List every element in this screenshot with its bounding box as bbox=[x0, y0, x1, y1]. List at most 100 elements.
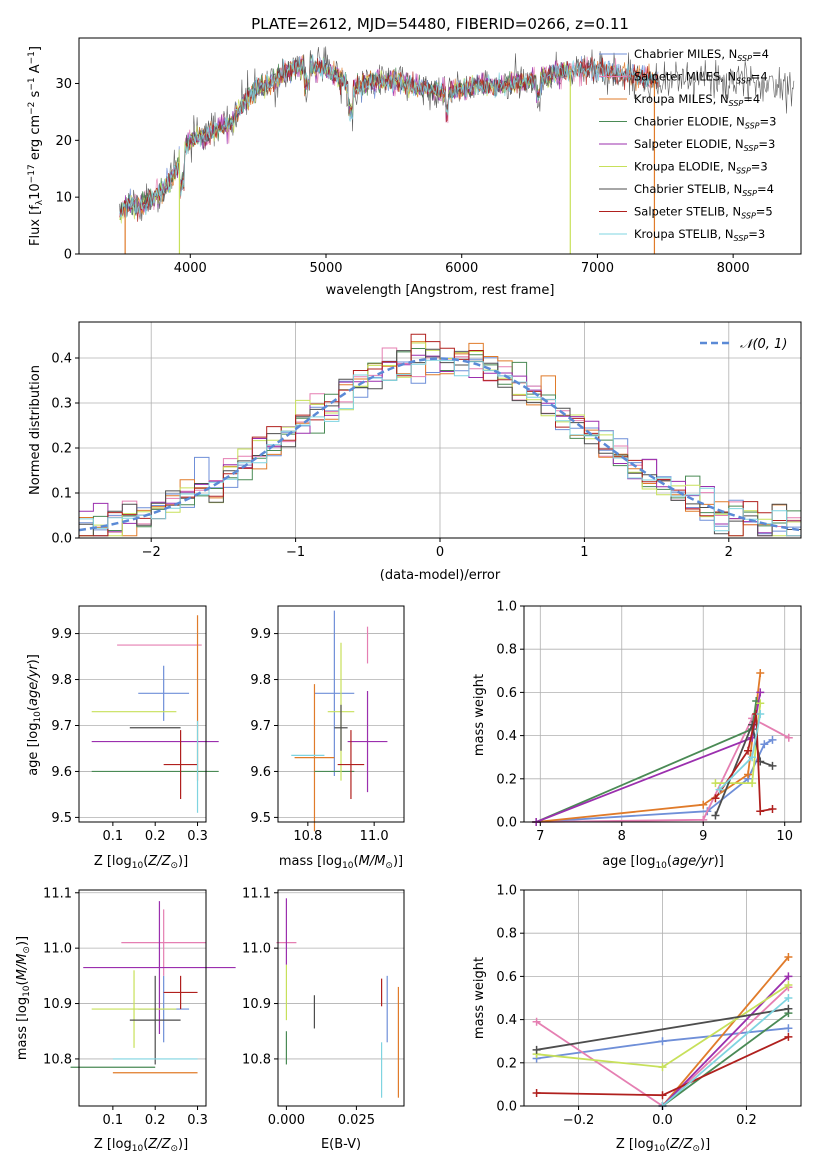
x-tick-label: 10 bbox=[776, 829, 793, 844]
ticks: 0.000 0.025 10.8 10.9 11.0 11.1 bbox=[242, 886, 375, 1128]
y-tick-label: 1.0 bbox=[496, 600, 517, 615]
kroupa_stelib-line bbox=[661, 997, 789, 1107]
kroupa_miles-marker bbox=[744, 770, 753, 779]
mass_vs_Z-panel: 0.1 0.2 0.3 10.8 10.9 11.0 11.1 bbox=[43, 886, 236, 1128]
chabrier_miles-marker bbox=[768, 735, 777, 744]
y-tick-label: 11.0 bbox=[43, 942, 72, 957]
x-tick-label: 4000 bbox=[174, 261, 207, 276]
age_vs_Z-panel: 0.1 0.2 0.3 9.5 9.6 9.7 9.8 9.9 bbox=[51, 605, 219, 844]
salpeter_elodie-line bbox=[535, 692, 762, 823]
y-tick-label: 0.8 bbox=[496, 643, 517, 658]
y-tick-label: 9.8 bbox=[51, 673, 72, 688]
parameter-panels: 0.1 0.2 0.3 9.5 9.6 9.7 9.8 9.9 10.8 11.0 9.5 9.6 9.… bbox=[43, 600, 802, 1129]
y-tick-label: 1.0 bbox=[496, 884, 517, 899]
x-tick-label: −0.2 bbox=[563, 1113, 595, 1128]
kroupa_stelib-marker bbox=[784, 994, 793, 1002]
legend-chabrier_stelib-label: Chabrier STELIB, NSSP=4 bbox=[634, 182, 774, 198]
legend-salpeter_miles-label: Salpeter MILES, NSSP=4 bbox=[634, 70, 768, 86]
y-tick-label: 9.6 bbox=[250, 765, 271, 780]
kroupa_elodie-marker bbox=[784, 981, 793, 990]
salpeter_elodie-marker bbox=[784, 972, 793, 981]
chabrier_miles-marker bbox=[658, 1037, 667, 1046]
legend-salpeter_elodie-label: Salpeter ELODIE, NSSP=3 bbox=[634, 137, 775, 153]
y-tick-label: 0.3 bbox=[51, 397, 72, 412]
grid bbox=[79, 633, 206, 818]
salpeter_stelib-marker bbox=[756, 807, 765, 816]
mass-vs-ebv-xlabel: E(B-V) bbox=[321, 1137, 361, 1152]
y-tick-label: 0.4 bbox=[51, 352, 72, 367]
age-vs-mass-xlabel: mass [log10(M/M⊙)] bbox=[279, 854, 403, 871]
legend-kroupa_elodie-label: Kroupa ELODIE, NSSP=3 bbox=[634, 160, 768, 176]
panel-frame bbox=[78, 605, 207, 823]
age-vs-Z-ylabel: age [log10(age/yr)] bbox=[26, 654, 43, 776]
y-tick-label: 0.4 bbox=[496, 729, 517, 744]
x-tick-label: 0.3 bbox=[187, 1113, 208, 1128]
kroupa_stelib-marker bbox=[756, 710, 765, 718]
y-tick-label: 9.8 bbox=[250, 673, 271, 688]
kroupa_stelib-marker bbox=[715, 785, 724, 794]
legend-chabrier_elodie-label: Chabrier ELODIE, NSSP=3 bbox=[634, 115, 776, 131]
x-tick-label: 0.2 bbox=[145, 829, 166, 844]
chabrier_stelib-marker bbox=[768, 761, 777, 770]
x-tick-label: 0.1 bbox=[103, 1113, 124, 1128]
y-tick-label: 0.8 bbox=[496, 927, 517, 942]
salpeter_stelib-marker bbox=[711, 794, 720, 803]
x-tick-label: 9 bbox=[699, 829, 707, 844]
ticks: 7 8 9 10 0.0 0.2 0.4 0.6 0.8 1.0 bbox=[496, 600, 793, 845]
y-tick-label: 9.7 bbox=[51, 719, 72, 734]
normal-curve bbox=[78, 357, 802, 532]
x-tick-label: 8000 bbox=[717, 261, 750, 276]
hist-salpeter_elodie-step bbox=[79, 351, 801, 534]
histogram-legend: 𝒩(0, 1) bbox=[700, 337, 787, 352]
y-tick-label: 0 bbox=[64, 248, 72, 263]
chabrier_elodie-line bbox=[661, 1012, 789, 1107]
kroupa_miles-marker bbox=[699, 800, 708, 809]
y-tick-label: 10.8 bbox=[242, 1052, 271, 1067]
salpeter_miles-line bbox=[536, 717, 790, 823]
weight-vs-age-xlabel: age [log10(age/yr)] bbox=[602, 854, 724, 871]
chabrier_stelib-marker bbox=[532, 1045, 541, 1054]
mass-vs-Z-ylabel: mass [log10(M/M⊙)] bbox=[15, 936, 32, 1060]
spectrum-frame bbox=[78, 37, 802, 255]
salpeter_stelib-marker bbox=[744, 746, 753, 755]
grid bbox=[524, 889, 801, 1107]
panel-frame bbox=[277, 889, 405, 1107]
y-tick-label: 20 bbox=[55, 134, 72, 149]
mass-vs-Z-xlabel: Z [log10(Z/Z⊙)] bbox=[94, 1137, 188, 1154]
x-tick-label: 0.025 bbox=[338, 1113, 375, 1128]
salpeter_stelib-marker bbox=[784, 1032, 793, 1041]
salpeter_miles-marker bbox=[784, 733, 793, 742]
y-tick-label: 9.5 bbox=[250, 811, 271, 826]
x-tick-label: 0.0 bbox=[652, 1113, 673, 1128]
hist-kroupa_stelib-step bbox=[79, 359, 801, 537]
y-tick-label: 0.2 bbox=[51, 442, 72, 457]
x-tick-label: 1 bbox=[580, 545, 588, 560]
kroupa_miles-marker bbox=[756, 668, 765, 677]
kroupa_stelib-marker bbox=[748, 753, 757, 762]
marks bbox=[532, 952, 793, 1110]
legend-salpeter_stelib-label: Salpeter STELIB, NSSP=5 bbox=[634, 205, 773, 221]
y-tick-label: 0.0 bbox=[51, 532, 72, 547]
chabrier_stelib-line bbox=[536, 1007, 789, 1051]
histogram-xlabel: (data-model)/error bbox=[380, 568, 501, 583]
x-tick-label: −2 bbox=[142, 545, 161, 560]
y-tick-label: 0.0 bbox=[496, 816, 517, 831]
ticks: −0.2 0.0 0.2 0.0 0.2 0.4 0.6 0.8 1.0 bbox=[496, 884, 756, 1129]
y-tick-label: 11.1 bbox=[242, 886, 271, 901]
marks bbox=[91, 615, 219, 813]
marks bbox=[276, 898, 399, 1098]
chabrier_stelib-marker bbox=[784, 1004, 793, 1013]
x-tick-label: −1 bbox=[286, 545, 305, 560]
salpeter_elodie-marker bbox=[756, 688, 765, 697]
chabrier_stelib-line bbox=[714, 721, 773, 816]
x-tick-label: 5000 bbox=[309, 261, 342, 276]
x-tick-label: 0.3 bbox=[187, 829, 208, 844]
x-tick-label: 0.000 bbox=[268, 1113, 305, 1128]
y-tick-label: 9.5 bbox=[51, 811, 72, 826]
normal-curve-legend-label: 𝒩(0, 1) bbox=[740, 337, 787, 352]
weight-vs-Z-ylabel: mass weight bbox=[472, 957, 487, 1039]
hist-chabrier_stelib-step bbox=[79, 348, 801, 537]
y-tick-label: 0.0 bbox=[496, 1100, 517, 1115]
x-tick-label: 6000 bbox=[445, 261, 478, 276]
